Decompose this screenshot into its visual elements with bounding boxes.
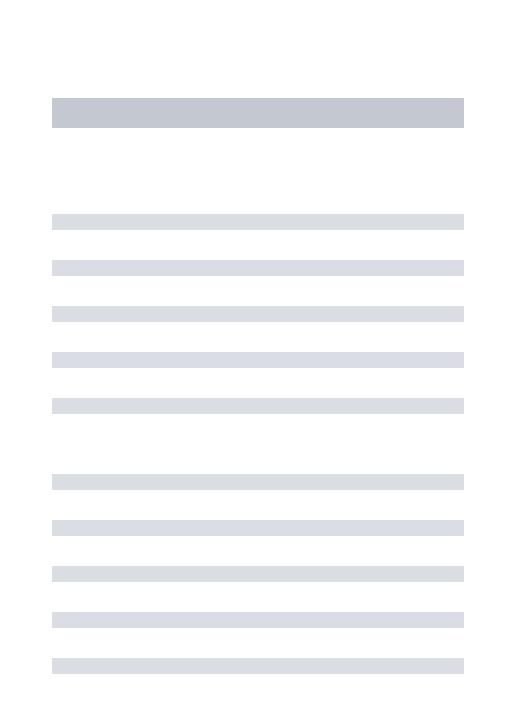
- text-placeholder-line: [52, 658, 464, 674]
- text-placeholder-line: [52, 612, 464, 628]
- skeleton-container: [0, 0, 516, 674]
- text-placeholder-line: [52, 566, 464, 582]
- text-placeholder-line: [52, 474, 464, 490]
- text-placeholder-line: [52, 306, 464, 322]
- text-placeholder-line: [52, 260, 464, 276]
- title-placeholder-bar: [52, 98, 464, 128]
- group-separator: [52, 444, 464, 474]
- text-placeholder-line: [52, 214, 464, 230]
- text-placeholder-line: [52, 352, 464, 368]
- text-placeholder-line: [52, 398, 464, 414]
- text-placeholder-line: [52, 520, 464, 536]
